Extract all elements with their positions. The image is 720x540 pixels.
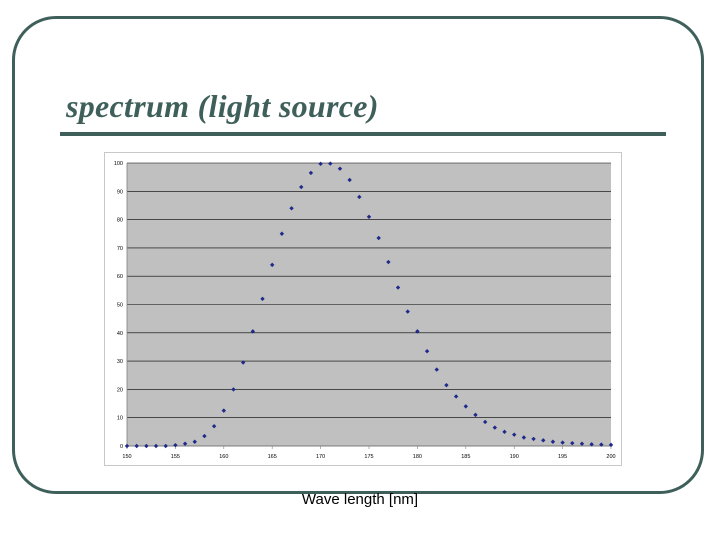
x-tick-label: 155 — [171, 454, 180, 460]
x-tick-label: 190 — [510, 454, 519, 460]
data-point — [386, 259, 391, 265]
slide-title: spectrum (light source) — [66, 88, 379, 124]
chart-container: 0 10 20 30 40 50 60 70 80 90 100 150 155 160 165 170 175… — [104, 152, 622, 466]
data-point — [366, 214, 372, 219]
data-point — [250, 329, 256, 334]
data-point — [144, 443, 149, 449]
data-point — [473, 412, 478, 418]
data-point — [415, 329, 420, 334]
y-tick-label: 50 — [117, 303, 123, 309]
data-point — [560, 440, 565, 445]
x-tick-label: 165 — [268, 454, 277, 460]
data-point — [289, 206, 294, 211]
data-point — [308, 170, 314, 176]
data-point — [173, 442, 178, 448]
y-tick-label: 10 — [117, 416, 123, 422]
spectrum-chart: 0 10 20 30 40 50 60 70 80 90 100 150 155 160 165 170 175… — [114, 161, 616, 460]
data-point — [202, 433, 207, 439]
data-point — [463, 404, 468, 409]
y-tick-label: 0 — [120, 444, 123, 450]
data-point — [424, 348, 430, 354]
x-tick-label: 170 — [316, 454, 325, 460]
data-point — [492, 425, 498, 430]
y-tick-label: 20 — [117, 387, 123, 393]
y-tick-label: 90 — [117, 189, 123, 195]
data-point — [395, 285, 401, 290]
x-tick-label: 200 — [606, 454, 615, 460]
data-point — [182, 441, 188, 446]
x-tick-label: 180 — [413, 454, 422, 460]
data-point — [192, 439, 197, 444]
data-point — [608, 442, 614, 448]
data-point — [521, 435, 527, 440]
data-point — [211, 423, 217, 429]
data-point — [570, 440, 575, 446]
data-point — [260, 296, 265, 302]
x-tick-label: 195 — [558, 454, 567, 460]
y-tick-label: 70 — [117, 246, 123, 252]
y-tick-label: 30 — [117, 359, 123, 365]
data-point — [541, 438, 546, 443]
data-point — [453, 394, 459, 399]
x-tick-label: 150 — [122, 454, 131, 460]
data-point — [134, 443, 139, 449]
data-point — [240, 360, 246, 365]
data-point — [405, 309, 410, 314]
x-tick-label: 185 — [461, 454, 470, 460]
data-point — [231, 387, 236, 392]
y-tick-label: 40 — [117, 331, 123, 337]
data-point — [270, 262, 275, 268]
x-axis-caption: Wave length [nm] — [301, 491, 419, 508]
data-point — [347, 177, 352, 183]
title-divider — [60, 132, 666, 136]
data-point — [376, 235, 381, 241]
y-tick-label: 100 — [114, 161, 123, 167]
data-point — [502, 429, 507, 435]
y-tick-label: 80 — [117, 218, 123, 224]
x-tick-label: 175 — [364, 454, 373, 460]
data-point — [221, 408, 226, 413]
data-point — [482, 419, 488, 425]
data-point — [589, 442, 594, 447]
y-tick-label: 60 — [117, 274, 123, 280]
data-point — [357, 194, 362, 200]
data-point — [153, 443, 159, 449]
data-point — [299, 184, 304, 190]
x-tick-label: 160 — [219, 454, 228, 460]
